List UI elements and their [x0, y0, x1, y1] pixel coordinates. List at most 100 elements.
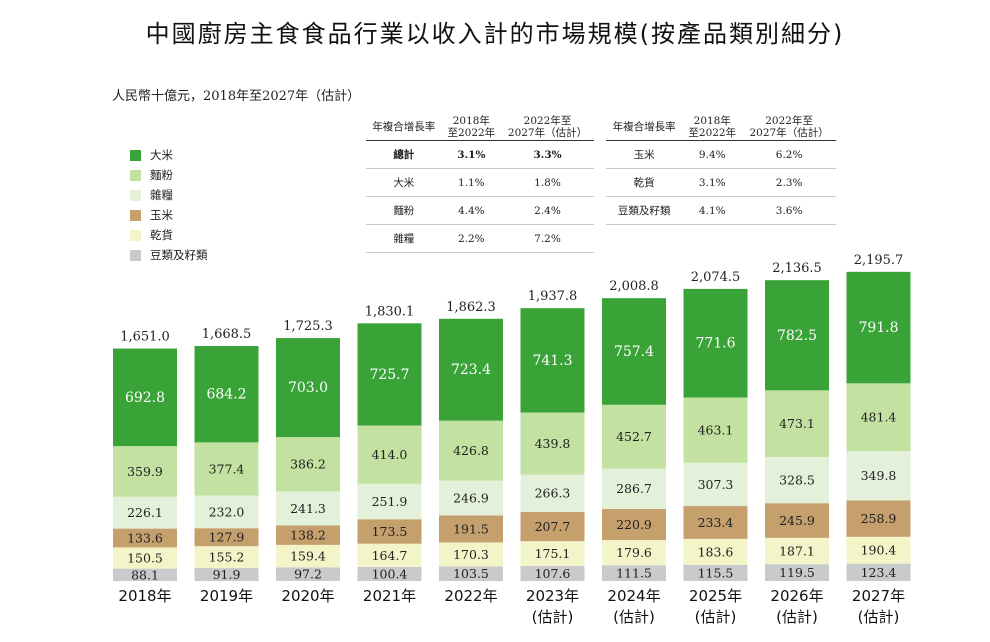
- data-label: 757.4: [614, 344, 654, 360]
- bar-segment: [602, 468, 666, 509]
- data-label: 175.1: [535, 546, 571, 561]
- cagr-header-cell: 2018年 至2022年: [682, 114, 743, 141]
- data-label: 359.9: [127, 464, 163, 479]
- bar-segment: [683, 506, 748, 539]
- bar-segment: [683, 288, 748, 398]
- data-label: 723.4: [451, 362, 491, 378]
- bar-segment: [765, 564, 829, 581]
- cagr-header-cell: 年複合增長率: [606, 114, 683, 141]
- data-label: 251.9: [372, 494, 408, 509]
- bar-segment: [194, 346, 259, 443]
- bar-segment: [520, 412, 585, 475]
- data-label: 107.6: [535, 566, 571, 581]
- legend-swatch: [130, 169, 141, 181]
- data-label: 741.3: [532, 353, 572, 369]
- bar-segment: [520, 541, 585, 566]
- data-label: 159.4: [290, 549, 326, 564]
- bar-segment: [602, 404, 666, 469]
- bar-segment: [683, 462, 748, 507]
- data-label: 473.1: [779, 416, 815, 431]
- data-label: 226.1: [127, 505, 163, 520]
- legend-swatch: [130, 189, 141, 201]
- cagr-value: 4.1%: [682, 196, 743, 225]
- x-tick-label: 2023年(估計): [526, 587, 579, 626]
- bar-segment: [602, 298, 666, 405]
- bar-segment: [194, 568, 259, 581]
- bar-segment: [602, 508, 666, 541]
- x-tick-label: 2021年: [363, 587, 416, 605]
- data-label: 782.5: [777, 328, 817, 344]
- x-tick-label: 2027年(估計): [852, 587, 905, 626]
- legend-swatch: [130, 249, 141, 261]
- bar-segment: [765, 537, 829, 565]
- cagr-value: 4.4%: [441, 196, 502, 225]
- legend-label: 乾貨: [150, 228, 173, 242]
- cagr-value: 2.2%: [441, 224, 502, 253]
- cagr-row-label: 雜糧: [366, 224, 442, 253]
- x-tick-label: 2018年: [118, 587, 171, 605]
- bar-segment: [846, 271, 911, 384]
- data-label: 150.5: [127, 551, 163, 566]
- bar-segment: [439, 480, 503, 516]
- data-label: 207.7: [535, 519, 571, 534]
- bar-segment: [194, 442, 259, 496]
- bar-segment: [113, 568, 177, 581]
- bar-segment: [357, 425, 422, 484]
- bar-segment: [683, 538, 748, 565]
- data-label: 127.9: [209, 530, 245, 545]
- cagr-row-label: 乾貨: [606, 168, 683, 197]
- cagr-table-left: 年複合增長率 2018年 至2022年 2022年至 2027年（估計） 總計 3.1%…: [366, 114, 594, 253]
- bar-segment: [439, 542, 503, 567]
- bar-segment: [194, 495, 259, 529]
- data-label: 88.1: [131, 567, 159, 582]
- bar-segment: [683, 397, 748, 463]
- data-label: 220.9: [616, 517, 652, 532]
- legend: 大米 麵粉 雜糧 玉米 乾貨 豆類及籽類: [130, 145, 208, 265]
- data-label: 692.8: [125, 390, 165, 406]
- bar-segment: [276, 544, 340, 568]
- legend-swatch: [130, 149, 141, 161]
- cagr-value: 2.4%: [501, 196, 594, 225]
- data-label: 463.1: [698, 423, 734, 438]
- bar-segment: [357, 543, 422, 567]
- bar-segment: [765, 503, 829, 538]
- data-label: 91.9: [213, 567, 241, 582]
- bar-segment: [846, 536, 911, 564]
- data-label: 414.0: [372, 447, 408, 462]
- cagr-header-cell: 2022年至 2027年（估計）: [742, 114, 836, 141]
- data-label: 179.6: [616, 545, 652, 560]
- legend-label: 大米: [150, 148, 173, 162]
- cagr-value: 7.2%: [501, 224, 594, 253]
- data-label: 286.7: [616, 481, 652, 496]
- bar-segment: [520, 565, 585, 581]
- legend-label: 豆類及籽類: [150, 248, 208, 262]
- bar-segment: [113, 528, 177, 548]
- bar-segment: [683, 564, 748, 581]
- total-label: 2,195.7: [854, 253, 904, 268]
- data-label: 111.5: [616, 566, 652, 581]
- bar-segment: [194, 546, 259, 569]
- cagr-value: 1.1%: [441, 168, 502, 197]
- legend-item: 雜糧: [130, 185, 208, 205]
- data-label: 246.9: [453, 491, 489, 506]
- cagr-header-cell: 年複合增長率: [366, 114, 442, 141]
- bar-segment: [357, 566, 422, 581]
- legend-item: 玉米: [130, 205, 208, 225]
- total-label: 1,862.3: [446, 300, 496, 315]
- data-label: 328.5: [779, 473, 815, 488]
- legend-item: 豆類及籽類: [130, 245, 208, 265]
- data-label: 684.2: [206, 387, 246, 403]
- bar-segment: [276, 525, 340, 545]
- legend-item: 乾貨: [130, 225, 208, 245]
- data-label: 703.0: [288, 380, 328, 396]
- data-label: 173.5: [372, 524, 408, 539]
- bar-segment: [276, 338, 340, 438]
- bar-segment: [439, 318, 503, 421]
- bar-segment: [520, 511, 585, 542]
- legend-label: 雜糧: [150, 188, 173, 202]
- data-label: 481.4: [861, 410, 897, 425]
- bar-segment: [765, 456, 829, 504]
- data-label: 725.7: [369, 367, 409, 383]
- data-label: 232.0: [209, 504, 245, 519]
